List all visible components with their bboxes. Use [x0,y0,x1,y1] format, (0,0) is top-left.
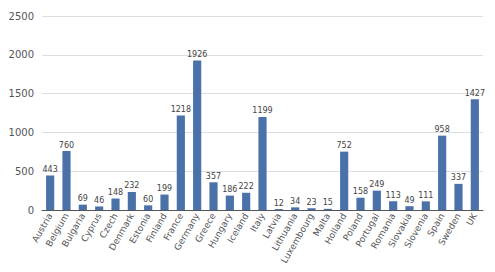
svg-text:2000: 2000 [9,49,34,60]
svg-text:49: 49 [404,196,414,205]
svg-text:958: 958 [435,125,450,134]
svg-text:222: 222 [239,182,254,191]
svg-text:Hungary: Hungary [206,211,235,250]
svg-text:France: France [161,211,186,243]
svg-text:158: 158 [353,187,368,196]
svg-text:Estonia: Estonia [127,211,153,246]
svg-text:Italy: Italy [248,211,267,234]
svg-text:Poland: Poland [341,211,365,243]
svg-text:113: 113 [386,191,401,200]
svg-text:46: 46 [94,196,104,205]
svg-text:Belgium: Belgium [43,211,71,249]
svg-text:Holland: Holland [323,211,349,246]
svg-text:1000: 1000 [9,127,34,138]
svg-text:500: 500 [15,166,34,177]
svg-text:34: 34 [290,197,300,206]
svg-text:Lithuania: Lithuania [270,211,300,253]
svg-text:1427: 1427 [465,89,485,98]
svg-text:Malta: Malta [311,211,333,238]
svg-text:Czech: Czech [97,211,120,240]
svg-text:69: 69 [78,194,88,203]
svg-text:Luxembourg: Luxembourg [279,211,316,264]
svg-text:Sweden: Sweden [436,211,462,247]
svg-text:337: 337 [451,173,466,182]
svg-text:Romania: Romania [369,211,398,251]
svg-text:Austria: Austria [30,211,55,244]
svg-text:12: 12 [274,199,284,208]
svg-text:752: 752 [337,141,352,150]
svg-text:1218: 1218 [171,105,191,114]
svg-text:357: 357 [206,172,221,181]
svg-text:Bulgaria: Bulgaria [59,211,88,249]
svg-text:Germany: Germany [172,211,202,253]
svg-text:Iceland: Iceland [226,211,251,244]
svg-text:60: 60 [143,195,153,204]
svg-text:Slovakia: Slovakia [386,211,414,250]
svg-text:Slovenia: Slovenia [402,211,431,250]
svg-text:23: 23 [306,198,316,207]
svg-text:Spain: Spain [425,211,447,239]
svg-text:UK: UK [464,211,479,228]
svg-text:0: 0 [28,205,34,216]
svg-text:Cyprus: Cyprus [79,211,104,243]
svg-text:186: 186 [222,185,237,194]
svg-text:760: 760 [59,141,74,150]
svg-text:Denmark: Denmark [106,211,137,253]
svg-text:Finland: Finland [144,211,169,245]
svg-text:1926: 1926 [187,50,207,59]
svg-text:232: 232 [124,181,139,190]
svg-text:Portugal: Portugal [353,211,382,249]
svg-text:Latvia: Latvia [260,211,284,241]
svg-text:1199: 1199 [252,106,272,115]
svg-text:148: 148 [108,188,123,197]
svg-text:199: 199 [157,184,172,193]
svg-text:111: 111 [418,191,433,200]
svg-text:249: 249 [369,180,384,189]
svg-text:1500: 1500 [9,88,34,99]
svg-text:Greece: Greece [193,211,218,245]
svg-text:15: 15 [323,198,333,207]
svg-text:443: 443 [43,165,58,174]
svg-text:2500: 2500 [9,11,34,22]
